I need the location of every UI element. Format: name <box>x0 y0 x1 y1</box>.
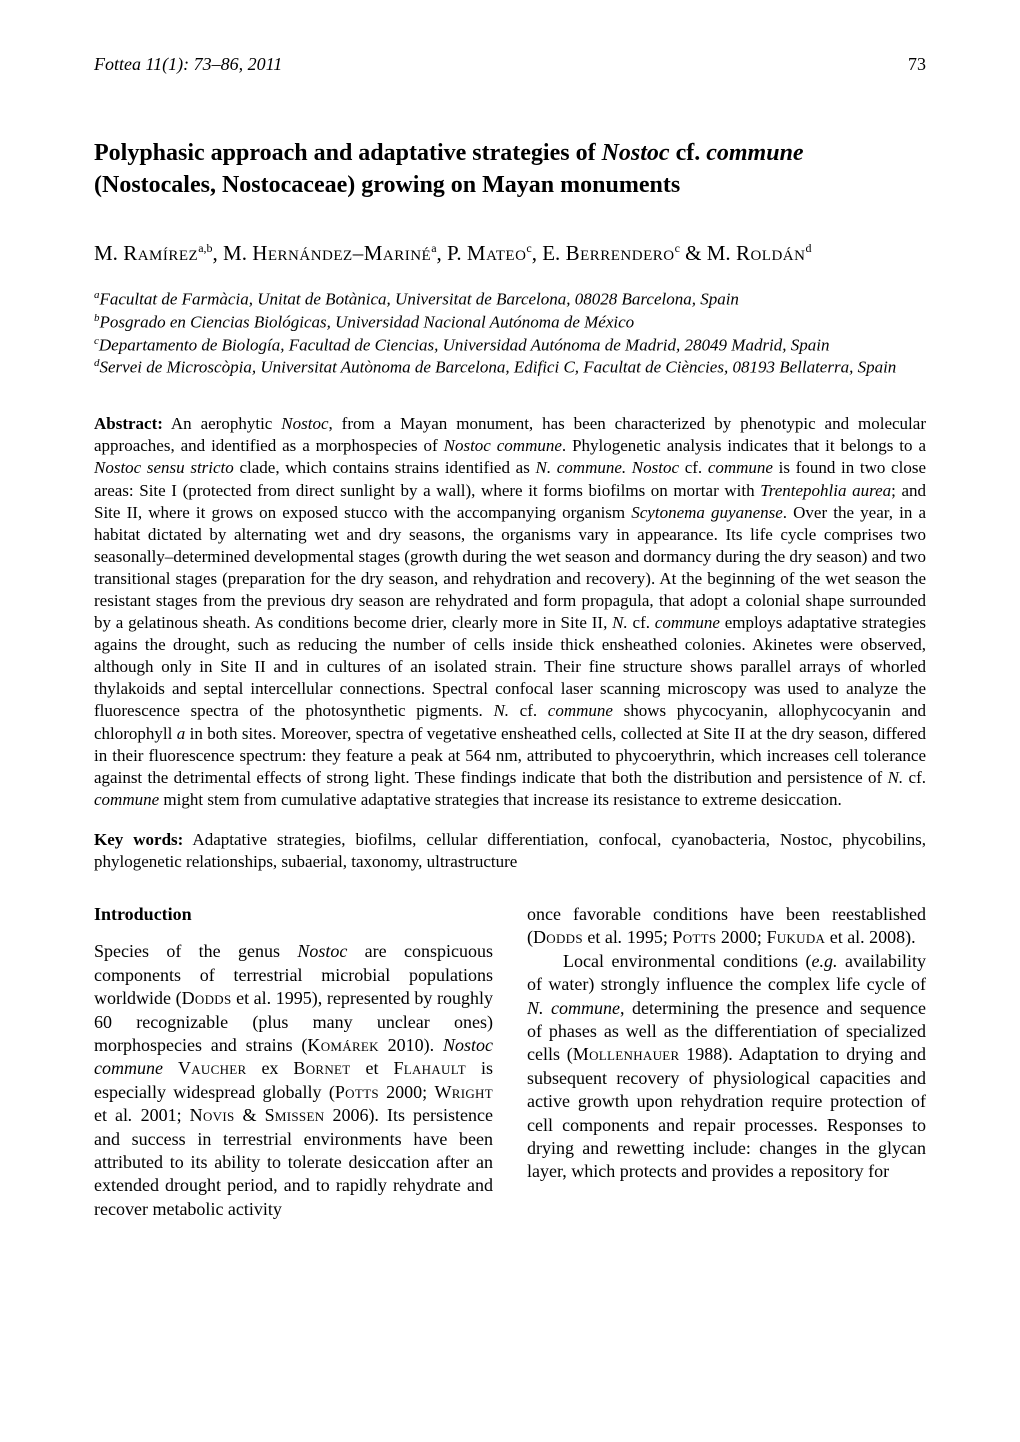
author-initials: M. <box>223 241 252 265</box>
title-epithet: commune <box>706 140 803 166</box>
intro-paragraph-2: Local environmental conditions (e.g. ava… <box>527 950 926 1184</box>
abstract-label: Abstract: <box>94 414 163 433</box>
author-surname: Ramírez <box>123 241 198 265</box>
body-columns: Introduction Species of the genus Nostoc… <box>94 903 926 1221</box>
intro-paragraph-1: Species of the genus Nostoc are conspicu… <box>94 940 493 1221</box>
affiliation: cDepartamento de Biología, Facultad de C… <box>94 334 926 357</box>
left-column: Introduction Species of the genus Nostoc… <box>94 903 493 1221</box>
affiliation-text: Servei de Microscòpia, Universitat Autòn… <box>100 358 897 377</box>
author-surname: Mateo <box>467 241 527 265</box>
title-pre: Polyphasic approach and adaptative strat… <box>94 140 602 166</box>
author-surname: Berrendero <box>566 241 675 265</box>
author: P. Mateoc <box>447 241 532 265</box>
author: E. Berrenderoc <box>542 241 680 265</box>
title-post: (Nostocales, Nostocaceae) growing on May… <box>94 172 680 198</box>
author: M. Ramíreza,b <box>94 241 213 265</box>
journal-citation: Fottea 11(1): 73–86, 2011 <box>94 54 282 75</box>
affiliation: bPosgrado en Ciencias Biológicas, Univer… <box>94 311 926 334</box>
author-initials: E. <box>542 241 565 265</box>
author: M. Roldánd <box>707 241 812 265</box>
title-mid: cf. <box>670 140 707 166</box>
article-title: Polyphasic approach and adaptative strat… <box>94 137 926 202</box>
author-surname: Hernández–Mariné <box>252 241 431 265</box>
abstract: Abstract: An aerophytic Nostoc, from a M… <box>94 413 926 811</box>
keywords-text: Adaptative strategies, biofilms, cellula… <box>94 830 926 871</box>
affiliation-text: Facultat de Farmàcia, Unitat de Botànica… <box>100 290 739 309</box>
page-number: 73 <box>908 54 926 75</box>
intro-paragraph-1-cont: once favorable conditions have been rees… <box>527 903 926 950</box>
author-affil-marker: a,b <box>198 241 212 255</box>
affiliation: aFacultat de Farmàcia, Unitat de Botànic… <box>94 288 926 311</box>
running-head: Fottea 11(1): 73–86, 2011 73 <box>94 54 926 75</box>
author-affil-marker: d <box>805 241 811 255</box>
affiliation-text: Posgrado en Ciencias Biológicas, Univers… <box>100 313 635 332</box>
affiliation-text: Departamento de Biología, Facultad de Ci… <box>99 335 830 354</box>
affiliation: dServei de Microscòpia, Universitat Autò… <box>94 356 926 379</box>
keywords: Key words: Adaptative strategies, biofil… <box>94 829 926 873</box>
affiliations-block: aFacultat de Farmàcia, Unitat de Botànic… <box>94 288 926 379</box>
author: M. Hernández–Marinéa <box>223 241 437 265</box>
keywords-label: Key words: <box>94 830 183 849</box>
abstract-text: An aerophytic Nostoc, from a Mayan monum… <box>94 414 926 809</box>
section-heading-introduction: Introduction <box>94 903 493 926</box>
authors-line: M. Ramíreza,b, M. Hernández–Marinéa, P. … <box>94 238 926 268</box>
author-initials: M. <box>94 241 123 265</box>
page: Fottea 11(1): 73–86, 2011 73 Polyphasic … <box>0 0 1020 1442</box>
author-initials: P. <box>447 241 467 265</box>
author-initials: M. <box>707 241 736 265</box>
title-taxon: Nostoc <box>602 140 670 166</box>
right-column: once favorable conditions have been rees… <box>527 903 926 1221</box>
author-surname: Roldán <box>736 241 806 265</box>
